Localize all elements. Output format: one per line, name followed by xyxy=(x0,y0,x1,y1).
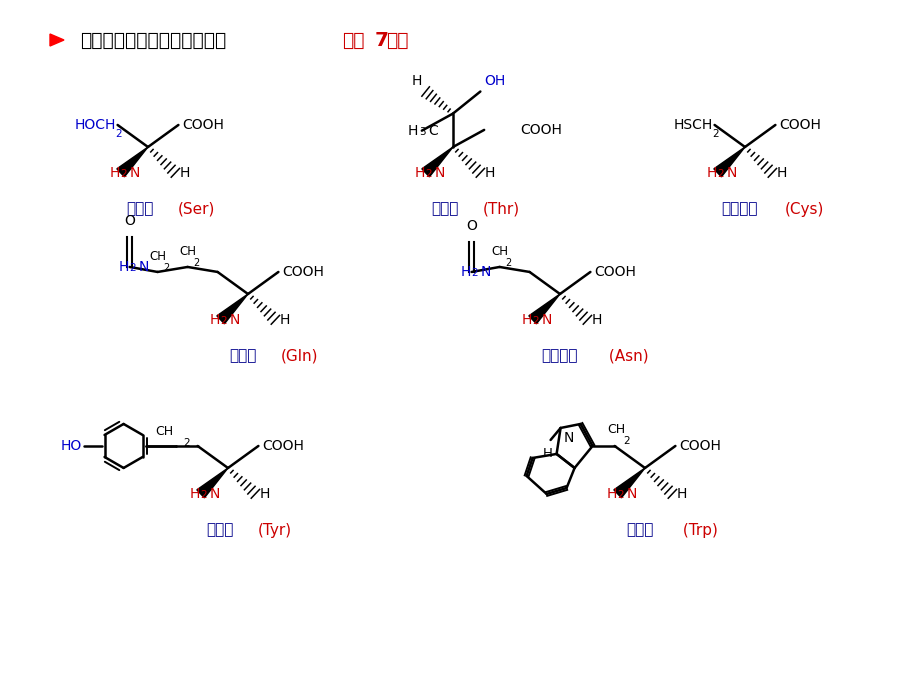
Text: H: H xyxy=(279,313,289,327)
Polygon shape xyxy=(117,147,148,177)
Text: CH: CH xyxy=(491,245,507,258)
Text: H: H xyxy=(675,487,686,501)
Polygon shape xyxy=(217,294,248,324)
Text: HSCH: HSCH xyxy=(673,118,712,132)
Text: 2: 2 xyxy=(717,169,723,179)
Text: 2: 2 xyxy=(200,490,207,500)
Text: (Cys): (Cys) xyxy=(784,201,823,217)
Text: (Trp): (Trp) xyxy=(677,522,717,538)
Text: N: N xyxy=(563,431,573,445)
Text: COOH: COOH xyxy=(182,118,224,132)
Text: H: H xyxy=(407,124,417,138)
Polygon shape xyxy=(613,468,644,498)
Text: H: H xyxy=(109,166,119,180)
Text: 2: 2 xyxy=(617,490,624,500)
Text: N: N xyxy=(480,265,491,279)
Text: CH: CH xyxy=(155,425,174,438)
Text: 极性（不带电荷）中性氨基酸: 极性（不带电荷）中性氨基酸 xyxy=(80,30,226,50)
Polygon shape xyxy=(528,294,560,324)
Text: 半胱氨酸: 半胱氨酸 xyxy=(721,201,757,217)
Text: H: H xyxy=(483,166,494,180)
Text: HO: HO xyxy=(61,439,82,453)
Text: 2: 2 xyxy=(120,169,127,179)
Text: (Asn): (Asn) xyxy=(604,348,648,364)
Text: 2: 2 xyxy=(116,129,122,139)
Text: （有: （有 xyxy=(342,30,364,50)
Text: 3: 3 xyxy=(418,127,425,137)
Text: 丝氨酸: 丝氨酸 xyxy=(126,201,153,217)
Text: (Tyr): (Tyr) xyxy=(257,522,292,538)
Text: CH: CH xyxy=(607,423,625,436)
Text: COOH: COOH xyxy=(678,439,720,453)
Text: 种）: 种） xyxy=(386,30,408,50)
Polygon shape xyxy=(50,34,64,46)
Text: N: N xyxy=(626,487,636,501)
Text: H: H xyxy=(119,260,129,274)
Text: 谷酰胺: 谷酰胺 xyxy=(229,348,256,364)
Text: CH: CH xyxy=(179,245,196,258)
Text: 2: 2 xyxy=(184,438,190,448)
Text: 2: 2 xyxy=(532,316,539,326)
Text: CH: CH xyxy=(149,250,166,263)
Text: COOH: COOH xyxy=(519,123,562,137)
Text: H: H xyxy=(189,487,199,501)
Polygon shape xyxy=(197,468,228,498)
Text: 2: 2 xyxy=(221,316,227,326)
Text: HOCH: HOCH xyxy=(74,118,116,132)
Text: 7: 7 xyxy=(375,30,389,50)
Text: H: H xyxy=(259,487,269,501)
Text: N: N xyxy=(130,166,140,180)
Text: 2: 2 xyxy=(471,268,478,278)
Text: N: N xyxy=(139,260,149,274)
Text: N: N xyxy=(230,313,240,327)
Text: 2: 2 xyxy=(623,436,630,446)
Text: 2: 2 xyxy=(505,258,511,268)
Text: H: H xyxy=(521,313,531,327)
Text: H: H xyxy=(411,74,421,88)
Text: H: H xyxy=(706,166,716,180)
Text: H: H xyxy=(606,487,616,501)
Text: (Thr): (Thr) xyxy=(482,201,519,217)
Text: 2: 2 xyxy=(193,258,199,268)
Text: H: H xyxy=(460,265,471,279)
Text: COOH: COOH xyxy=(282,265,323,279)
Text: H: H xyxy=(414,166,425,180)
Text: 苏氨酸: 苏氨酸 xyxy=(431,201,459,217)
Text: (Gln): (Gln) xyxy=(280,348,318,364)
Text: N: N xyxy=(434,166,445,180)
Text: 色氨酸: 色氨酸 xyxy=(626,522,653,538)
Text: H: H xyxy=(179,166,189,180)
Text: H: H xyxy=(776,166,786,180)
Text: 2: 2 xyxy=(164,263,170,273)
Text: N: N xyxy=(541,313,551,327)
Text: H: H xyxy=(591,313,601,327)
Text: 天冬酰胺: 天冬酰胺 xyxy=(541,348,578,364)
Text: H: H xyxy=(542,447,552,460)
Text: N: N xyxy=(726,166,736,180)
Text: 酪氨酸: 酪氨酸 xyxy=(206,522,233,538)
Text: 2: 2 xyxy=(425,169,432,179)
Text: C: C xyxy=(427,124,437,138)
Text: 2: 2 xyxy=(712,129,719,139)
Polygon shape xyxy=(713,147,744,177)
Text: COOH: COOH xyxy=(778,118,821,132)
Polygon shape xyxy=(422,147,452,177)
Text: (Ser): (Ser) xyxy=(177,201,215,217)
Text: O: O xyxy=(466,219,477,233)
Text: OH: OH xyxy=(483,74,505,88)
Text: 2: 2 xyxy=(130,263,136,273)
Text: N: N xyxy=(210,487,220,501)
Text: COOH: COOH xyxy=(262,439,304,453)
Text: H: H xyxy=(209,313,220,327)
Text: COOH: COOH xyxy=(594,265,636,279)
Text: O: O xyxy=(124,214,135,228)
